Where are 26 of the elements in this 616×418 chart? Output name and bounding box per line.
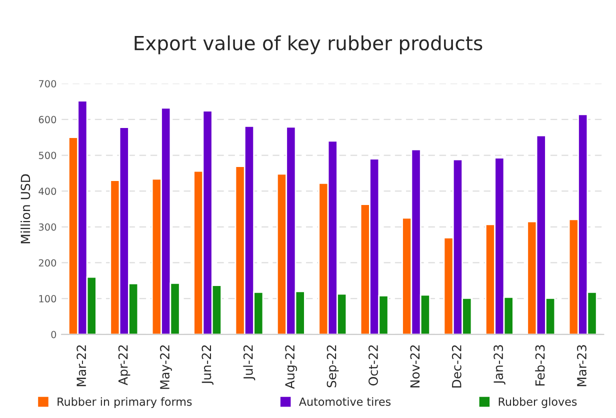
y-tick-label: 200	[38, 259, 56, 267]
x-tick-label: Oct-22	[368, 345, 378, 386]
x-tick-label: Sep-22	[326, 345, 339, 388]
legend-label: Rubber gloves	[498, 397, 577, 408]
legend-label: Automotive tires	[298, 397, 391, 406]
x-tick-label: Jan-23	[494, 345, 506, 384]
x-tick-label: Aug-22	[285, 345, 297, 389]
x-tick-label: Jul-22	[243, 345, 256, 380]
y-tick-label: 300	[38, 223, 56, 231]
chart-title: Export value of key rubber products	[134, 35, 482, 54]
x-tick-label: Dec-22	[452, 345, 462, 388]
x-tick-label: Nov-22	[410, 345, 420, 388]
y-tick-label: 700	[38, 80, 56, 88]
y-tick-label: 100	[39, 295, 56, 302]
x-tick-label: Apr-22	[118, 345, 130, 386]
x-tick-label: Mar-23	[577, 345, 586, 386]
x-tick-label: Jun-22	[202, 345, 214, 385]
y-tick-label: 400	[38, 188, 56, 195]
y-tick-label: 600	[38, 116, 56, 124]
legend-label: Rubber in primary forms	[58, 397, 192, 408]
y-tick-label: 0	[51, 330, 56, 338]
y-tick-label: 500	[38, 152, 56, 160]
x-tick-label: Feb-23	[535, 345, 545, 386]
x-tick-label: May-22	[160, 345, 172, 389]
y-axis-title: Million USD	[20, 174, 30, 244]
x-tick-label: Mar-22	[76, 345, 86, 386]
